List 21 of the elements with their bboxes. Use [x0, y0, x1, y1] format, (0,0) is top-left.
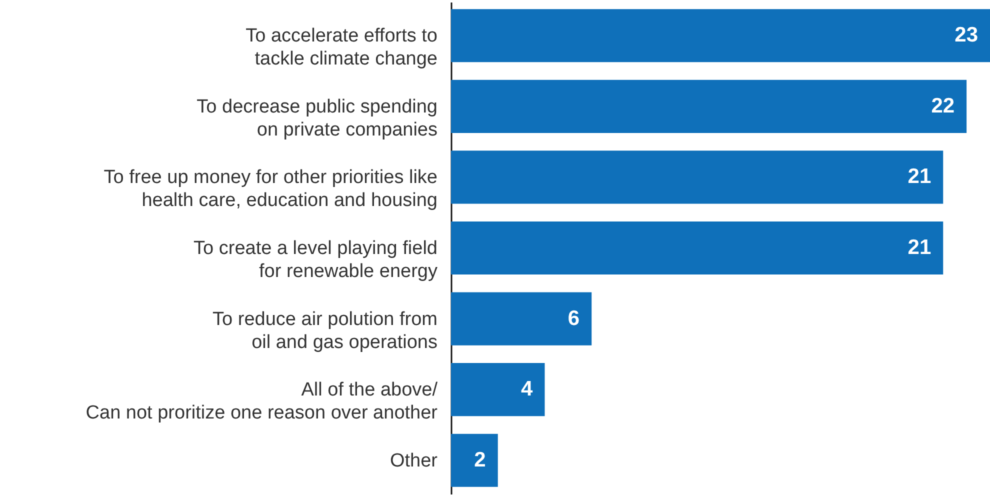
y-tick-label: All of the above/ Can not proritize one reason over another: [86, 380, 438, 424]
y-tick-label: To create a level playing field for renewable energy: [194, 238, 438, 282]
bar: [451, 80, 967, 133]
y-tick-label: To reduce air polution from oil and gas operations: [212, 308, 438, 353]
bar: [451, 9, 990, 62]
bar: [451, 434, 498, 487]
y-tick-label: To decrease public spending on private companies: [196, 96, 438, 140]
bar: [451, 292, 592, 346]
data-label: 21: [908, 165, 932, 188]
y-tick-label: Other: [390, 450, 438, 472]
data-label: 23: [954, 24, 978, 47]
bar: [451, 150, 944, 204]
bar: [451, 363, 545, 416]
y-tick-label: To accelerate efforts to tackle climate change: [246, 26, 438, 70]
data-label: 22: [931, 94, 955, 118]
data-label: 21: [908, 236, 932, 259]
data-label: 6: [568, 306, 580, 330]
data-label: 4: [521, 378, 534, 401]
data-label: 2: [474, 448, 486, 472]
bar: [451, 221, 944, 275]
y-tick-label: To free up money for other priorities like health care, education and housing: [104, 167, 438, 212]
